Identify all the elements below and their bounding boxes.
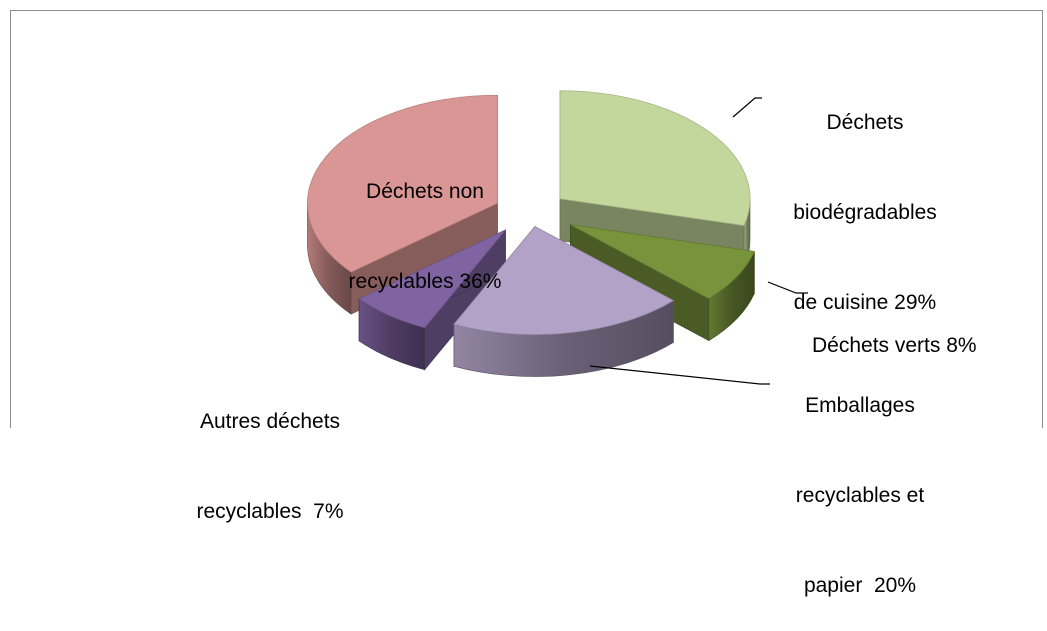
label-green-waste: Déchets verts 8% — [812, 334, 977, 357]
leader-line-packaging — [589, 365, 770, 385]
label-biodegradable: Déchets biodégradables de cuisine 29% — [793, 111, 937, 314]
label-packaging: Emballages recyclables et papier 20% — [795, 394, 925, 597]
label-non-recyclables: Déchets non recyclables 36% — [348, 180, 502, 293]
slice-packaging — [453, 226, 675, 335]
slice-non-recyclables — [307, 94, 498, 273]
leader-line-green-waste — [767, 281, 808, 294]
slice-other-recyclables — [358, 229, 506, 329]
pie-chart — [307, 90, 808, 385]
slice-biodegradable — [559, 90, 751, 227]
leader-line-biodegradable — [732, 97, 762, 118]
label-other-recyclables: Autres déchets recyclables 7% — [196, 410, 344, 523]
slice-green-waste — [570, 224, 755, 300]
